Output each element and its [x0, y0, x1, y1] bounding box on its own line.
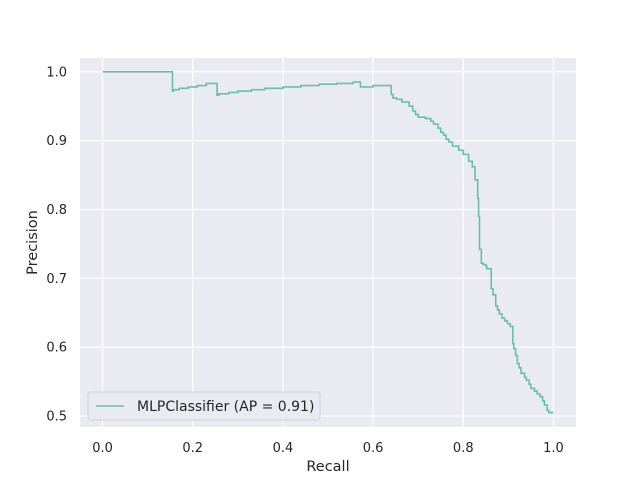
x-tick-label: 0.4 — [273, 441, 294, 456]
x-tick-label: 0.8 — [453, 441, 474, 456]
x-tick-label: 1.0 — [543, 441, 564, 456]
y-tick-label: 0.5 — [46, 409, 67, 424]
y-tick-label: 0.6 — [46, 341, 67, 356]
x-tick-labels: 0.0 0.2 0.4 0.6 0.8 1.0 — [92, 441, 564, 456]
legend: MLPClassifier (AP = 0.91) — [87, 391, 321, 421]
series-group — [102, 70, 554, 414]
series-line-0 — [102, 70, 554, 414]
y-tick-label: 0.7 — [46, 272, 67, 287]
legend-label: MLPClassifier (AP = 0.91) — [137, 399, 314, 415]
legend-box — [87, 391, 321, 421]
y-tick-labels: 0.5 0.6 0.7 0.8 0.9 1.0 — [46, 65, 67, 424]
x-tick-label: 0.2 — [182, 441, 203, 456]
y-axis-label: Precision — [25, 210, 41, 275]
x-axis-label: Recall — [306, 459, 349, 475]
plot-background — [80, 58, 576, 427]
y-tick-label: 1.0 — [46, 65, 67, 80]
y-tick-label: 0.9 — [46, 134, 67, 149]
x-tick-label: 0.0 — [92, 441, 113, 456]
x-tick-label: 0.6 — [363, 441, 384, 456]
y-tick-label: 0.8 — [46, 203, 67, 218]
